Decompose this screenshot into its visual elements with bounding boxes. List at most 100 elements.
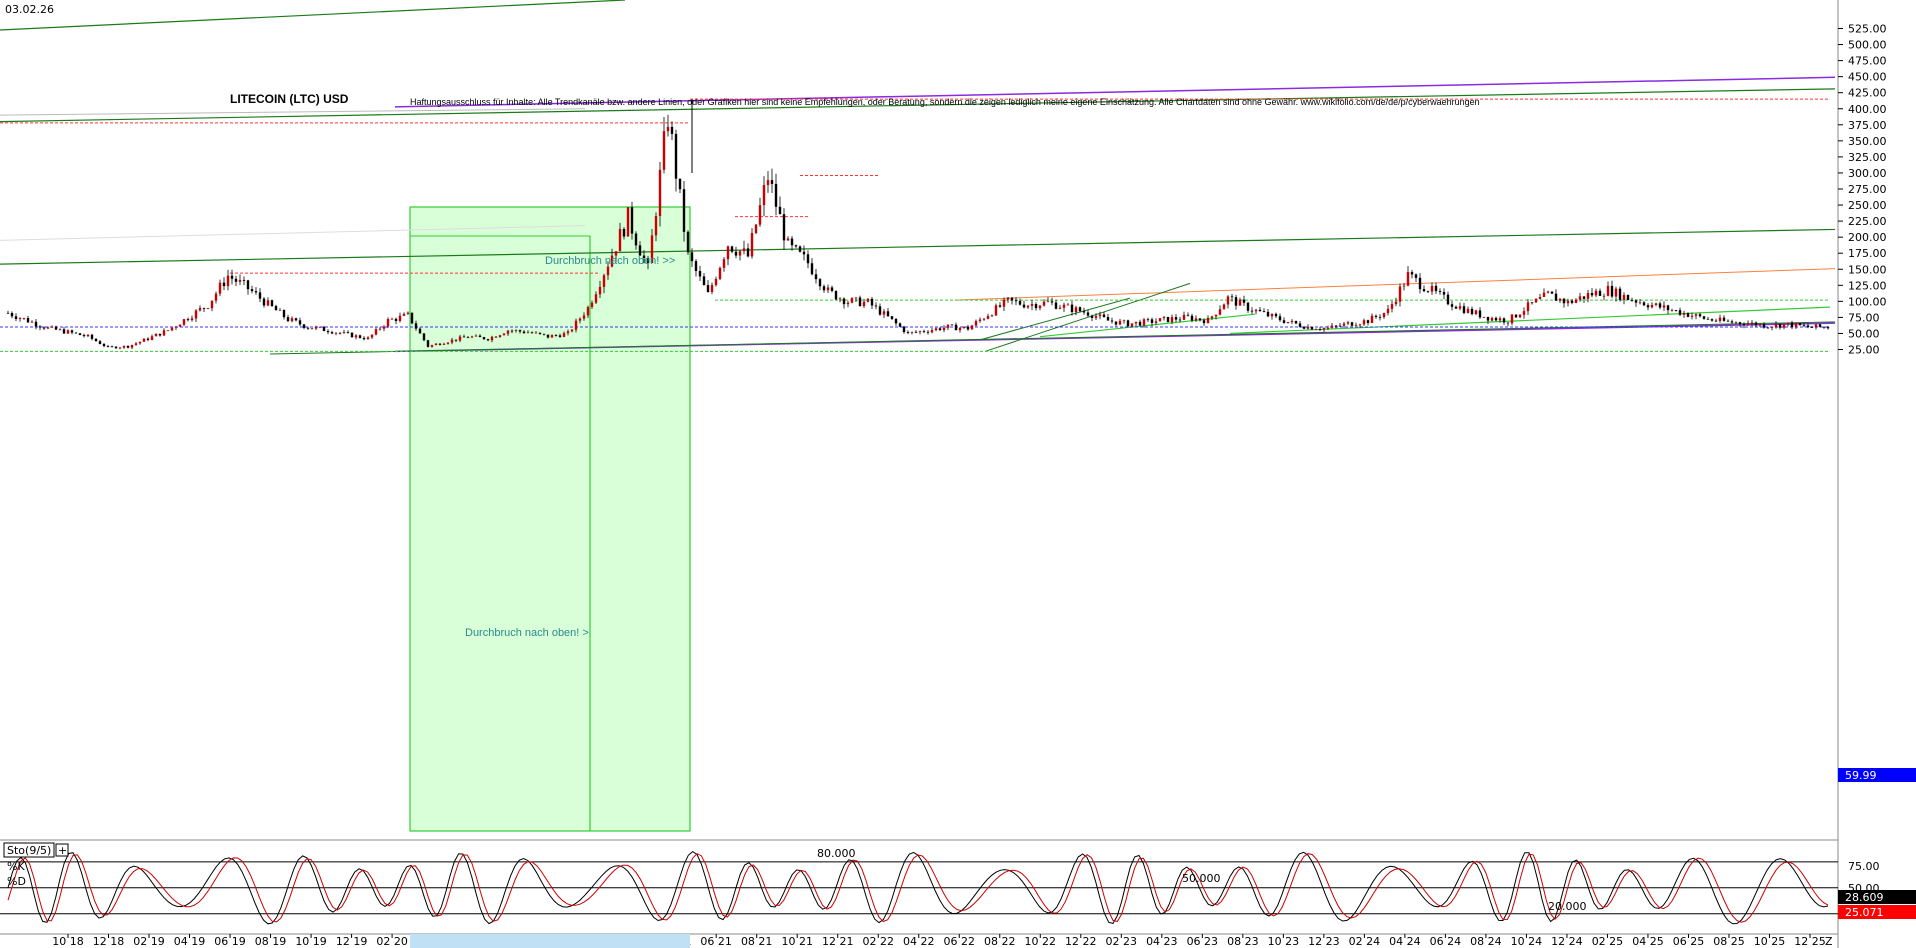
- candle-body: [370, 334, 374, 338]
- indicator-box[interactable]: [3, 842, 55, 858]
- trend-line: [954, 268, 1836, 301]
- candle-body: [830, 287, 834, 291]
- candle-body: [990, 315, 994, 317]
- candle-body: [1502, 318, 1506, 323]
- candle-body: [1054, 302, 1058, 309]
- candle-body: [866, 298, 870, 302]
- candle-body: [718, 267, 722, 279]
- candle-body: [362, 337, 366, 340]
- candle-body: [930, 330, 934, 333]
- candle-body: [1454, 306, 1458, 309]
- candle-body: [1158, 318, 1162, 322]
- candle-body: [142, 338, 146, 342]
- candle-body: [1590, 293, 1594, 296]
- candle-body: [950, 324, 954, 326]
- candle-body: [1274, 313, 1278, 317]
- candle-body: [598, 286, 602, 295]
- y-tick-label: 500.00: [1848, 39, 1887, 52]
- candle-body: [206, 308, 210, 310]
- trend-line: [0, 108, 586, 116]
- candle-body: [14, 316, 18, 319]
- candle-body: [1286, 322, 1290, 323]
- candle-body: [1378, 316, 1382, 318]
- candle-body: [1798, 323, 1802, 326]
- y-tick-label: 225.00: [1848, 215, 1887, 228]
- candle-body: [786, 238, 790, 241]
- candle-body: [1494, 317, 1498, 321]
- x-tick-label: 10 18: [52, 935, 84, 948]
- candle-body: [1506, 322, 1510, 324]
- candle-body: [1614, 288, 1618, 297]
- candle-body: [1706, 318, 1710, 320]
- candle-body: [458, 336, 462, 341]
- candle-body: [962, 326, 966, 328]
- candle-body: [1738, 322, 1742, 325]
- candle-body: [1658, 303, 1662, 308]
- candle-body: [874, 305, 878, 307]
- candle-body: [750, 232, 754, 257]
- candle-body: [138, 341, 142, 344]
- candle-body: [758, 205, 762, 225]
- candle-body: [878, 306, 882, 315]
- y-tick-label: 150.00: [1848, 263, 1887, 276]
- candle-body: [1670, 310, 1674, 311]
- k-value: 28.609: [1845, 891, 1884, 904]
- candle-body: [870, 298, 874, 306]
- candle-body: [334, 332, 338, 334]
- candle-body: [994, 305, 998, 316]
- candle-body: [754, 224, 758, 233]
- candle-body: [1162, 316, 1166, 319]
- candle-body: [1194, 318, 1198, 321]
- candle-body: [134, 343, 138, 345]
- candle-body: [626, 207, 630, 237]
- candle-body: [546, 334, 550, 338]
- candle-body: [330, 332, 334, 334]
- candle-body: [1046, 301, 1050, 303]
- x-tick-label: 06 24: [1430, 935, 1462, 948]
- candle-body: [606, 266, 610, 276]
- candle-body: [1282, 320, 1286, 323]
- x-tick-label: 12 24: [1551, 935, 1583, 948]
- add-indicator-button[interactable]: [55, 843, 69, 857]
- candle-body: [842, 298, 846, 305]
- candle-body: [406, 312, 410, 314]
- candle-body: [1546, 291, 1550, 293]
- candle-body: [498, 335, 502, 338]
- y-tick-label: 25.00: [1848, 344, 1880, 357]
- candle-body: [1242, 299, 1246, 303]
- y-tick-label: 75.00: [1848, 311, 1880, 324]
- candle-body: [1146, 319, 1150, 321]
- candle-body: [1782, 324, 1786, 328]
- candle-body: [674, 133, 678, 179]
- candle-body: [558, 335, 562, 337]
- candle-body: [1406, 272, 1410, 286]
- candle-body: [1262, 311, 1266, 312]
- candle-body: [1338, 325, 1342, 327]
- candle-body: [1138, 321, 1142, 326]
- x-tick-label: 10 23: [1268, 935, 1300, 948]
- candlesticks: [6, 99, 1830, 350]
- candle-body: [954, 324, 958, 331]
- candle-body: [274, 306, 278, 311]
- candle-body: [1090, 315, 1094, 318]
- candle-body: [1294, 320, 1298, 324]
- candle-body: [470, 336, 474, 338]
- x-tick-label: 06 22: [944, 935, 976, 948]
- candle-body: [26, 318, 30, 323]
- candle-body: [1022, 304, 1026, 308]
- y-tick-label: 400.00: [1848, 103, 1887, 116]
- candle-body: [1390, 304, 1394, 309]
- last-price-tag: [1838, 768, 1916, 782]
- candle-body: [1402, 285, 1406, 287]
- candle-body: [814, 274, 818, 280]
- candle-body: [1574, 299, 1578, 303]
- candle-body: [658, 169, 662, 217]
- candle-body: [902, 326, 906, 333]
- x-tick-label: 08 21: [741, 935, 773, 948]
- trend-line: [1039, 313, 1256, 338]
- candle-body: [730, 246, 734, 252]
- candle-body: [602, 275, 606, 287]
- candle-body: [1126, 320, 1130, 327]
